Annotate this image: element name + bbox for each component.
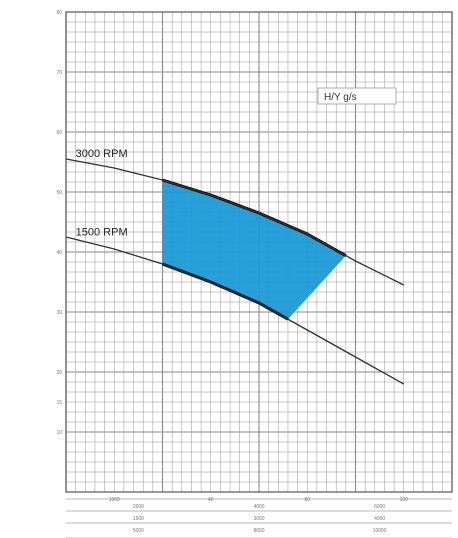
series-line-1500-rpm — [65, 236, 405, 385]
y-tick-label: 60 — [56, 130, 62, 136]
bottom-scales: 2000 4000 6000 1500 3000 4000 5000 8000 10000 — [66, 498, 452, 538]
bottom-scale-label: 5000 — [133, 528, 144, 534]
y-tick-label: 70 — [56, 70, 62, 76]
y-tick-label: 80 — [56, 10, 62, 16]
x-tick-label: 80 — [304, 497, 310, 503]
bottom-scale-label: 8000 — [253, 528, 264, 534]
y-axis-ticks: 10 15 20 30 40 50 60 70 80 — [56, 10, 62, 436]
y-tick-label: 20 — [56, 370, 62, 376]
bottom-scale-label: 1500 — [133, 516, 144, 522]
bottom-scale-label: 4000 — [374, 516, 385, 522]
x-tick-label: 1000 — [109, 497, 120, 503]
bottom-scale-label: 6000 — [374, 504, 385, 510]
series-line-3000-rpm — [65, 158, 405, 286]
plot-border — [65, 11, 453, 493]
curve-label-1500-rpm: 1500 RPM — [76, 226, 128, 238]
y-tick-label: 30 — [56, 310, 62, 316]
curve-label-3000-rpm: 3000 RPM — [76, 148, 128, 160]
bottom-scale-label: 2000 — [133, 504, 144, 510]
bottom-scale-label: 10000 — [373, 528, 387, 534]
chart-frame — [65, 11, 453, 493]
y-tick-label: 15 — [56, 400, 62, 406]
x-tick-label: 100 — [400, 497, 409, 503]
operating-region-fill — [162, 180, 346, 320]
legend-badge-box — [317, 87, 397, 105]
y-tick-label: 40 — [56, 250, 62, 256]
legend-badge: H/Y g/s — [317, 87, 397, 105]
rpm-curves — [65, 158, 405, 385]
y-tick-label: 50 — [56, 190, 62, 196]
operating-region — [161, 178, 347, 321]
y-tick-label: 10 — [56, 430, 62, 436]
x-axis-ticks: 1000 40 80 100 — [109, 497, 408, 503]
bottom-scale-label: 3000 — [253, 516, 264, 522]
x-tick-label: 40 — [208, 497, 214, 503]
bottom-scale-label: 4000 — [253, 504, 264, 510]
legend-badge-text: H/Y g/s — [324, 92, 357, 103]
